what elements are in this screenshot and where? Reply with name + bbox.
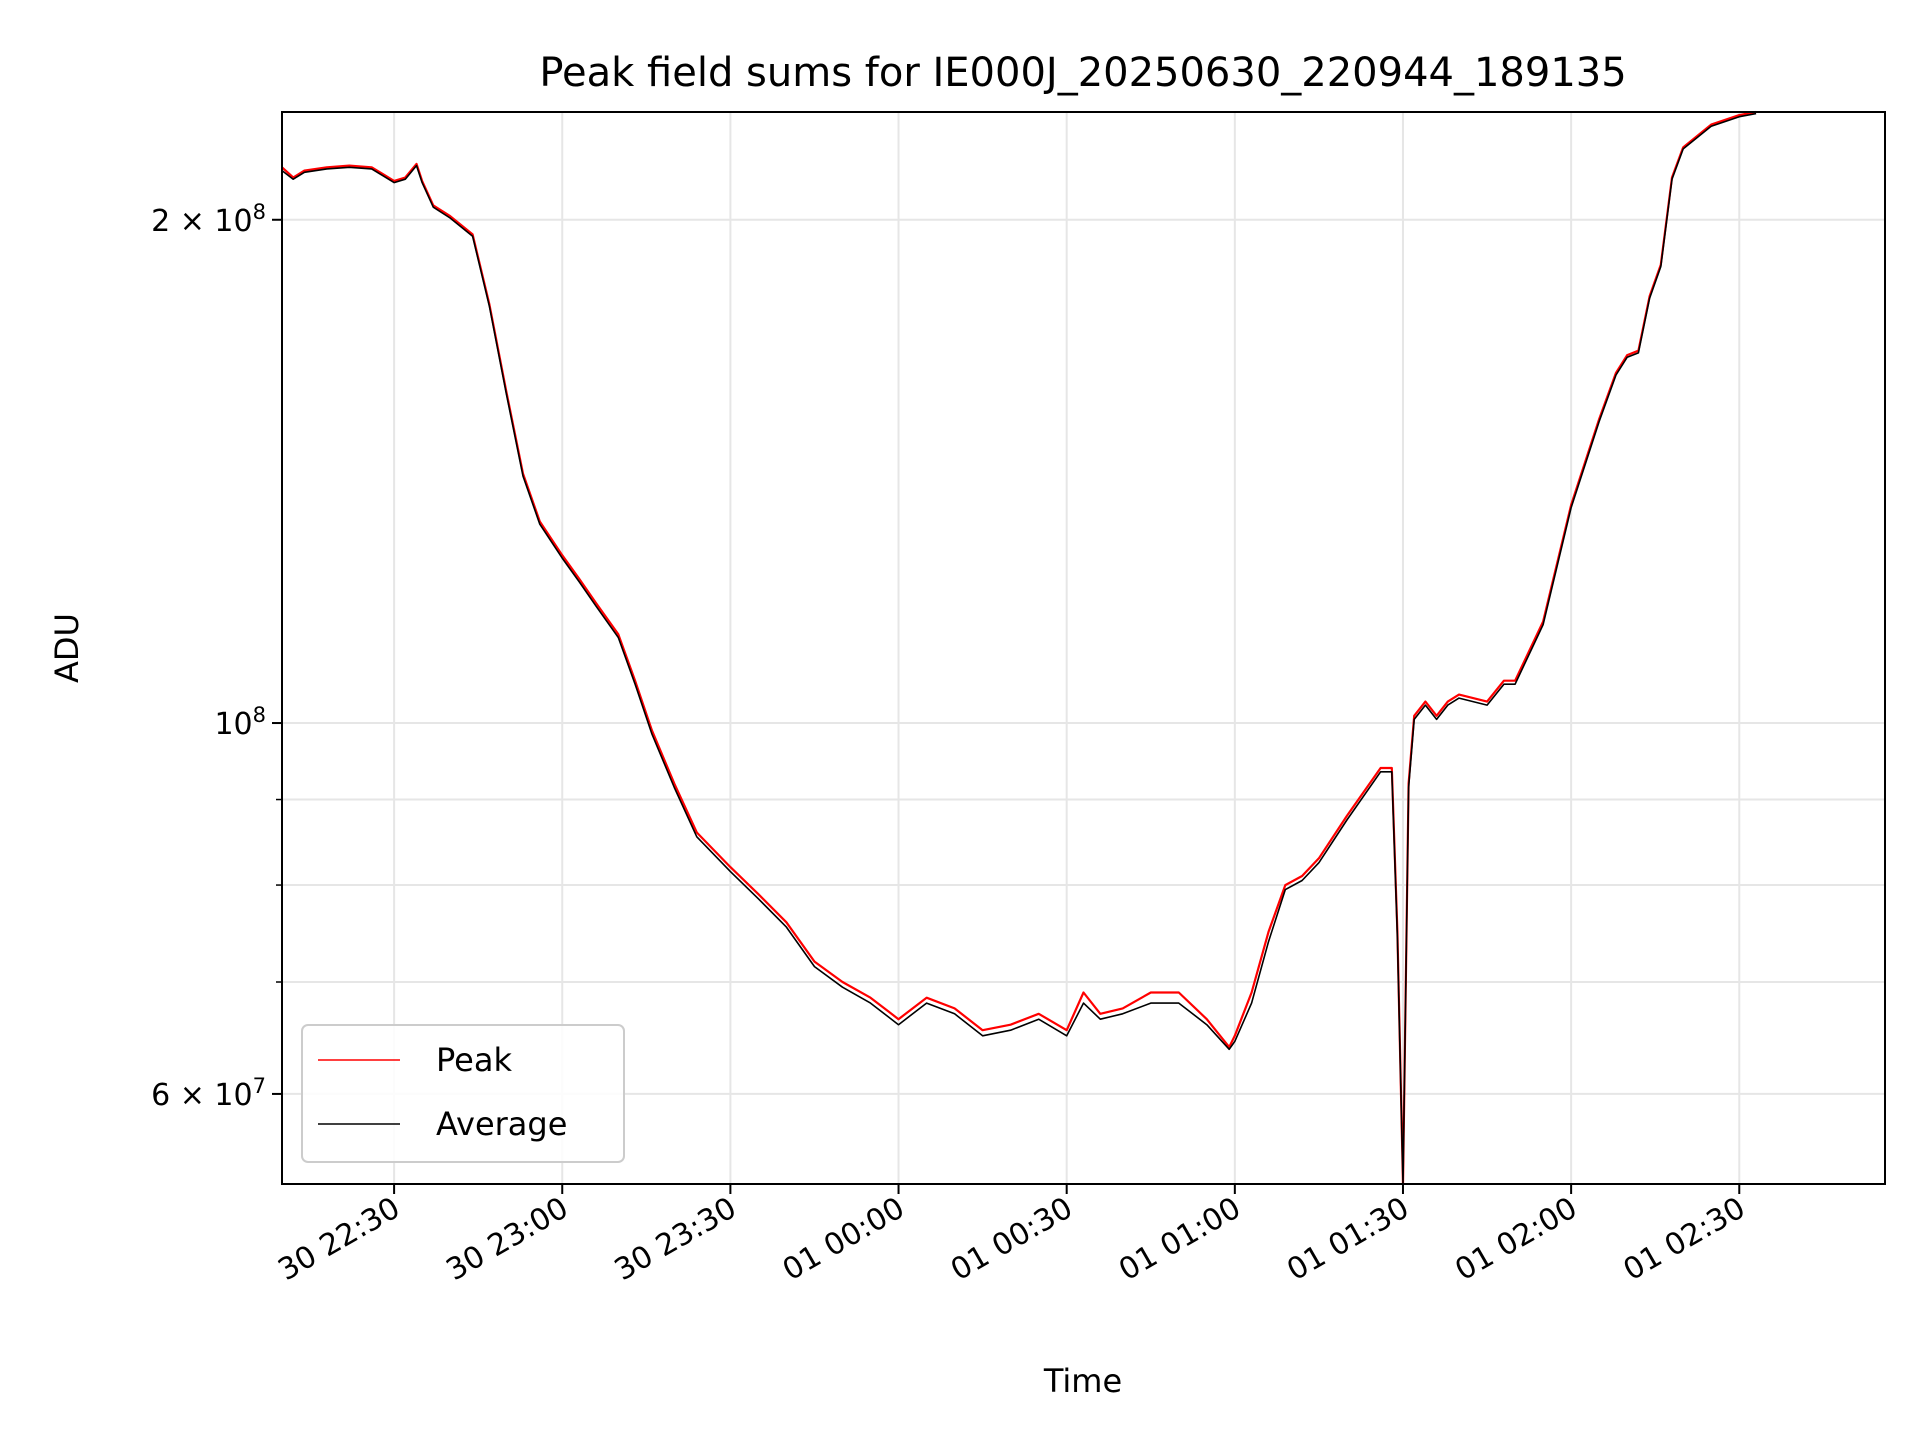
x-tick-label-1: 30 23:00 — [441, 1191, 575, 1288]
y-axis-label: ADU — [48, 613, 86, 683]
series-layer — [281, 110, 1757, 1186]
x-tick-label-4: 01 00:30 — [945, 1191, 1079, 1288]
y-tick-label-2: 6 × 107 — [151, 1074, 266, 1113]
y-tick-label-0: 2 × 108 — [151, 200, 266, 239]
x-tick-label-2: 30 23:30 — [609, 1191, 743, 1288]
grid-layer — [282, 112, 1885, 1184]
x-tick-label-6: 01 01:30 — [1281, 1191, 1415, 1288]
series-line-peak — [281, 110, 1757, 1186]
series-line-average — [281, 112, 1757, 1185]
x-tick-label-8: 01 02:30 — [1618, 1191, 1752, 1288]
x-tick-label-5: 01 01:00 — [1113, 1191, 1247, 1288]
plot-frame — [281, 111, 1886, 1185]
legend-label-peak: Peak — [436, 1041, 512, 1079]
x-tick-label-3: 01 00:00 — [777, 1191, 911, 1288]
x-axis-label: Time — [1043, 1362, 1122, 1400]
y-tick-label-1: 108 — [214, 703, 266, 742]
legend: Peak Average — [301, 1024, 625, 1163]
chart-title: Peak field sums for IE000J_20250630_2209… — [539, 50, 1626, 96]
x-tick-label-7: 01 02:00 — [1449, 1191, 1583, 1288]
legend-label-average: Average — [436, 1105, 567, 1143]
x-tick-label-0: 30 22:30 — [272, 1191, 406, 1288]
